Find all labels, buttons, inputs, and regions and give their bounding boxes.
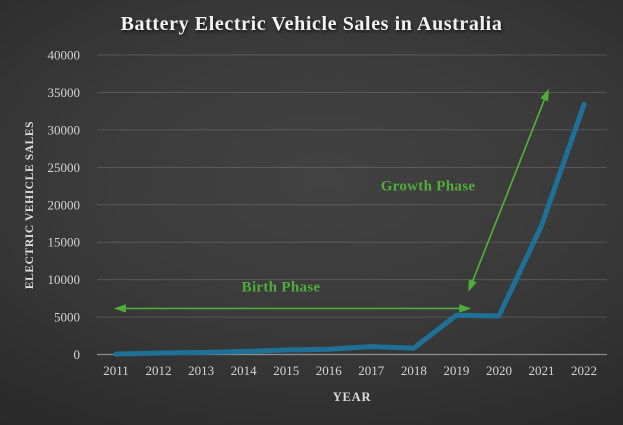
x-tick-label: 2019: [443, 363, 469, 378]
x-tick-label: 2021: [529, 363, 555, 378]
x-tick-label: 2013: [188, 363, 214, 378]
y-tick-label: 0: [74, 347, 81, 362]
y-tick-label: 20000: [48, 197, 81, 212]
growth-phase-annotation-label: Growth Phase: [380, 178, 476, 195]
birth-phase-arrowhead-icon: [459, 304, 472, 313]
x-tick-label: 2022: [571, 363, 597, 378]
birth-phase-arrowhead-icon: [113, 304, 126, 313]
x-tick-label: 2011: [103, 363, 129, 378]
y-tick-label: 30000: [48, 122, 81, 137]
x-tick-label: 2012: [146, 363, 172, 378]
growth-phase-arrowhead-icon: [468, 279, 477, 292]
x-tick-label: 2015: [273, 363, 299, 378]
birth-phase-annotation-label: Birth Phase: [241, 279, 321, 296]
chart-title: Battery Electric Vehicle Sales in Austra…: [120, 13, 503, 35]
y-tick-label: 25000: [48, 160, 81, 175]
x-axis-title: YEAR: [332, 390, 372, 404]
y-tick-label: 5000: [54, 310, 80, 325]
sales-line-series: [113, 101, 587, 357]
y-tick-label: 15000: [48, 235, 81, 250]
y-tick-label: 40000: [48, 48, 81, 63]
x-tick-label: 2017: [358, 363, 385, 378]
x-tick-label: 2014: [231, 363, 258, 378]
y-tick-label: 10000: [48, 272, 81, 287]
y-tick-label: 35000: [48, 85, 81, 100]
x-tick-label: 2018: [401, 363, 427, 378]
growth-phase-arrowhead-icon: [540, 88, 549, 102]
x-tick-label: 2020: [486, 363, 512, 378]
x-tick-label: 2016: [316, 363, 343, 378]
growth-phase-arrow-line: [470, 96, 547, 285]
